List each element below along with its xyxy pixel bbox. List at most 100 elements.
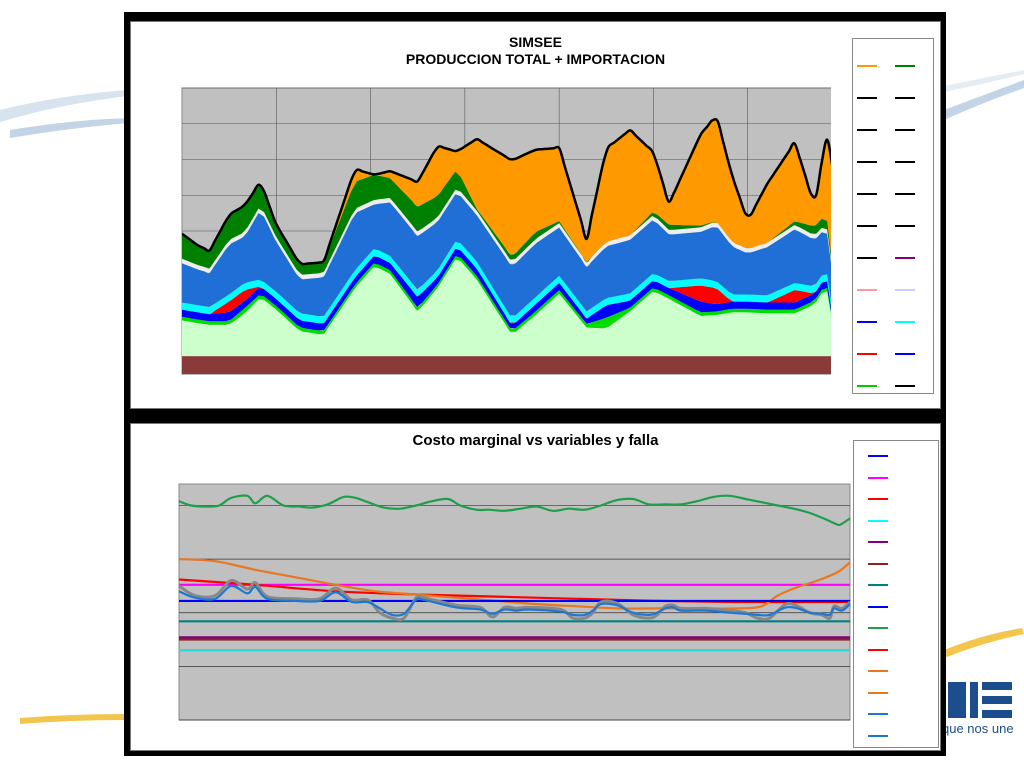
area-series [182, 193, 831, 317]
marginal-cost-chart-panel: Costo marginal vs variables y falla [130, 423, 941, 751]
production-legend [852, 38, 934, 394]
legend-entry [857, 381, 891, 391]
legend-swatch [857, 225, 877, 227]
chart-title: SIMSEE [509, 34, 562, 50]
legend-swatch [895, 289, 915, 291]
background-swoosh-bottom-right [944, 628, 1024, 658]
legend-swatch [857, 129, 877, 131]
legend-entry [857, 93, 891, 103]
legend-entry [895, 381, 929, 391]
area-series [182, 259, 831, 357]
legend-swatch [868, 648, 888, 651]
legend-swatch [868, 455, 888, 457]
line-series [178, 558, 851, 610]
legend-entry [868, 602, 928, 612]
background-swoosh-left [0, 90, 128, 138]
legend-entry [895, 317, 929, 327]
legend-entry [868, 688, 928, 698]
legend-swatch [895, 129, 915, 131]
legend-swatch [895, 257, 915, 259]
chart-title: Costo marginal vs variables y falla [412, 432, 659, 449]
stacked-areas [182, 117, 831, 374]
area-series [182, 356, 831, 374]
legend-entry [895, 221, 929, 231]
legend-swatch [857, 257, 877, 259]
company-logo [948, 682, 1012, 718]
line-series [178, 584, 851, 617]
legend-swatch [895, 225, 915, 227]
legend-swatch [868, 627, 888, 629]
legend-entry [857, 189, 891, 199]
legend-swatch [868, 713, 888, 715]
legend-entry [857, 221, 891, 231]
marginal-cost-legend [853, 440, 939, 748]
chart-subtitle: PRODUCCION TOTAL + IMPORTACION [405, 51, 666, 67]
legend-entry [857, 157, 891, 167]
legend-entry [868, 516, 928, 526]
legend-entry [868, 494, 928, 504]
legend-entry [868, 580, 928, 590]
production-stacked-area-chart [181, 87, 831, 375]
background-swoosh-bottom-left [20, 714, 128, 724]
legend-entry [868, 537, 928, 547]
legend-entry [857, 253, 891, 263]
line-series [178, 578, 850, 604]
legend-entry [895, 285, 929, 295]
legend-swatch [857, 353, 877, 355]
total-production-line [182, 117, 831, 266]
legend-swatch [857, 289, 877, 291]
legend-swatch [895, 193, 915, 195]
legend-swatch [857, 97, 877, 99]
legend-swatch [868, 476, 888, 479]
legend-entry [857, 349, 891, 359]
legend-swatch [868, 498, 888, 500]
legend-swatch [857, 65, 877, 67]
legend-entry [857, 317, 891, 327]
legend-entry [857, 61, 891, 71]
legend-entry [895, 157, 929, 167]
legend-entry [868, 451, 928, 461]
legend-entry [895, 253, 929, 263]
area-series [182, 241, 831, 324]
legend-swatch [868, 541, 888, 543]
area-series [182, 171, 831, 275]
legend-swatch [868, 734, 888, 737]
legend-swatch [895, 321, 915, 323]
legend-swatch [895, 65, 915, 67]
marginal-cost-line-chart [178, 483, 852, 721]
legend-entry [868, 666, 928, 676]
legend-swatch [868, 584, 888, 586]
legend-entry [895, 93, 929, 103]
legend-swatch [895, 161, 915, 163]
legend-entry [857, 285, 891, 295]
line-series [178, 494, 851, 527]
legend-swatch [857, 385, 877, 387]
company-slogan: que nos une [942, 721, 1014, 736]
legend-entry [868, 623, 928, 633]
legend-entry [857, 125, 891, 135]
area-series [182, 119, 831, 265]
legend-entry [868, 473, 928, 483]
legend-swatch [868, 519, 888, 522]
legend-swatch [868, 605, 888, 608]
legend-entry [895, 349, 929, 359]
legend-entry [868, 731, 928, 741]
legend-swatch [857, 193, 877, 195]
legend-swatch [857, 161, 877, 163]
legend-swatch [895, 97, 915, 99]
legend-swatch [868, 691, 888, 694]
legend-swatch [895, 385, 915, 387]
area-series [182, 248, 831, 324]
legend-entry [868, 559, 928, 569]
legend-entry [868, 645, 928, 655]
legend-swatch [895, 353, 915, 355]
legend-swatch [857, 321, 877, 323]
production-chart-panel: SIMSEE PRODUCCION TOTAL + IMPORTACION [130, 21, 941, 409]
legend-swatch [868, 562, 888, 565]
legend-entry [895, 125, 929, 135]
legend-entry [868, 709, 928, 719]
legend-swatch [868, 670, 888, 672]
slide-frame: SIMSEE PRODUCCION TOTAL + IMPORTACION Co… [124, 12, 946, 756]
background-swoosh-right [944, 70, 1024, 120]
legend-entry [895, 61, 929, 71]
